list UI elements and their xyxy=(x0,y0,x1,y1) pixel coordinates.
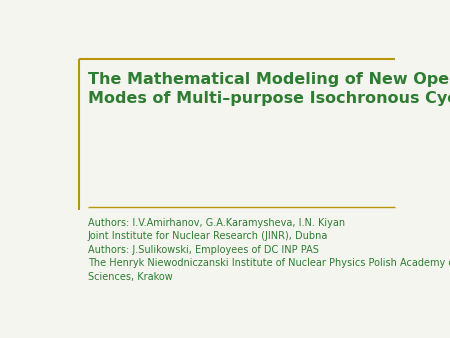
Text: The Mathematical Modeling of New Operation
Modes of Multi–purpose Isochronous Cy: The Mathematical Modeling of New Operati… xyxy=(88,72,450,106)
Text: Authors: I.V.Amirhanov, G.A.Karamysheva, I.N. Kiyan
Joint Institute for Nuclear : Authors: I.V.Amirhanov, G.A.Karamysheva,… xyxy=(88,218,450,282)
